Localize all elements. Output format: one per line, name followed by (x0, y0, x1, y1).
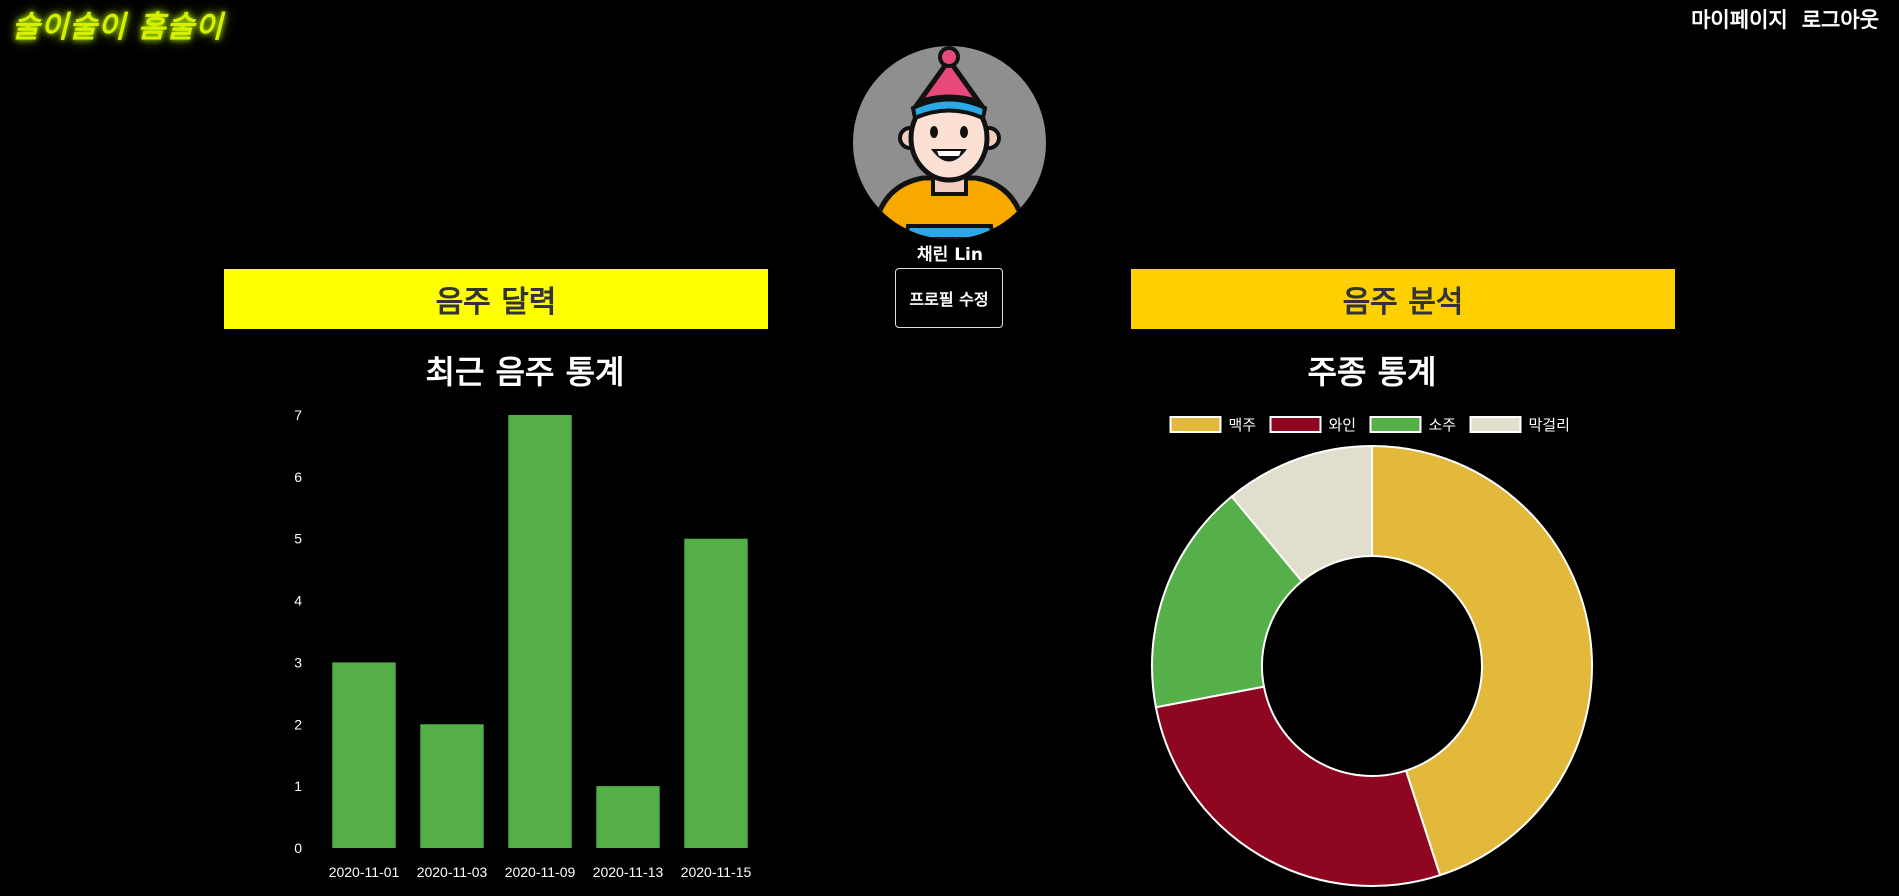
y-tick-label: 2 (294, 716, 302, 732)
x-tick-label: 2020-11-03 (417, 864, 488, 880)
x-tick-label: 2020-11-15 (681, 864, 752, 880)
edit-profile-button[interactable]: 프로필 수정 (895, 268, 1003, 328)
y-tick-label: 7 (294, 407, 302, 423)
legend-swatch[interactable] (1269, 416, 1322, 433)
y-tick-label: 3 (294, 654, 302, 670)
bar[interactable] (684, 538, 748, 848)
bar[interactable] (332, 662, 396, 848)
logout-link[interactable]: 로그아웃 (1801, 8, 1879, 32)
legend-label[interactable]: 맥주 (1229, 416, 1257, 434)
donut-slice[interactable] (1154, 685, 1442, 887)
y-tick-label: 1 (294, 778, 302, 794)
y-tick-label: 4 (294, 593, 302, 609)
party-person-icon (870, 46, 1029, 239)
drinking-analysis-tab[interactable]: 음주 분석 (1131, 269, 1675, 329)
legend-swatch[interactable] (1369, 416, 1422, 433)
donut-slice[interactable] (1371, 444, 1593, 877)
y-tick-label: 6 (294, 469, 302, 485)
bar[interactable] (420, 724, 484, 848)
x-tick-label: 2020-11-01 (329, 864, 400, 880)
legend-label[interactable]: 막걸리 (1529, 416, 1570, 434)
pie-chart-title: 주종 통계 (1307, 353, 1437, 391)
legend-swatch[interactable] (1469, 416, 1522, 433)
bar[interactable] (508, 415, 572, 848)
bar-chart-title: 최근 음주 통계 (425, 353, 625, 391)
avatar (853, 46, 1046, 239)
legend-label[interactable]: 소주 (1429, 416, 1457, 434)
y-tick-label: 5 (294, 531, 302, 547)
top-nav: 마이페이지 로그아웃 (1691, 4, 1879, 34)
legend-label[interactable]: 와인 (1329, 416, 1357, 434)
liquor-type-donut-chart: 맥주 와인 소주 막걸리 (1151, 416, 1593, 887)
recent-drinking-bar-chart: 0 1 2 3 4 5 6 7 2020-11-01 2020-11-03 2020-11-09 20… (294, 407, 752, 880)
x-tick-label: 2020-11-13 (593, 864, 664, 880)
user-name: 채린 Lin (917, 245, 983, 265)
y-tick-label: 0 (294, 840, 302, 856)
mypage-link[interactable]: 마이페이지 (1691, 8, 1788, 32)
donut-slice[interactable] (1230, 444, 1373, 583)
donut-slice[interactable] (1151, 495, 1304, 709)
site-logo[interactable]: 술이술이 홈술이 (12, 10, 224, 45)
bar[interactable] (596, 786, 660, 848)
drinking-calendar-tab[interactable]: 음주 달력 (224, 269, 768, 329)
x-tick-label: 2020-11-09 (505, 864, 576, 880)
legend-swatch[interactable] (1169, 416, 1222, 433)
